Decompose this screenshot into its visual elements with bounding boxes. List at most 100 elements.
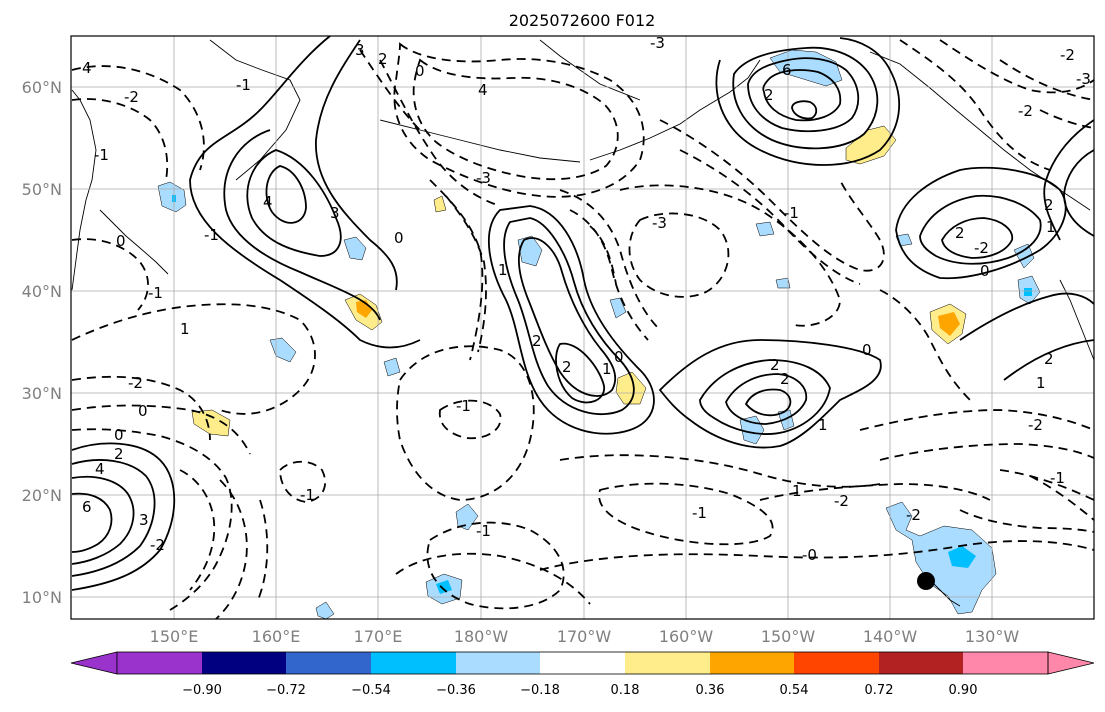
contour-line xyxy=(71,442,176,591)
anomaly-patch xyxy=(755,221,775,237)
colorbar-label: 0.90 xyxy=(949,683,978,698)
colorbar-segment xyxy=(202,652,286,674)
contour-line xyxy=(791,100,818,120)
contour-line xyxy=(589,225,617,285)
coastline-bering xyxy=(539,39,641,101)
contour-label: 2 xyxy=(770,356,780,374)
contour-label: -2 xyxy=(974,239,989,257)
contour-line xyxy=(747,57,860,133)
contour-line xyxy=(895,166,1067,280)
contour-line xyxy=(959,509,1095,533)
contour-label: -3 xyxy=(650,34,665,52)
contour-line xyxy=(445,195,487,353)
coastline-siberia xyxy=(209,39,301,181)
contour-label: -2 xyxy=(124,88,139,106)
map-background xyxy=(71,36,1094,619)
contour-line xyxy=(762,69,842,122)
colorbar-label: −0.36 xyxy=(436,683,476,698)
lat-label: 30°N xyxy=(22,384,62,403)
contour-line xyxy=(941,217,1014,259)
contour-line xyxy=(488,205,655,435)
contour-label: 2 xyxy=(378,50,388,68)
contour-line xyxy=(899,39,1051,171)
contour-line xyxy=(395,552,591,605)
coastline-hawaii xyxy=(929,579,961,607)
contour-label: -2 xyxy=(834,492,849,510)
map-frame xyxy=(70,35,1095,620)
contour-label: 2 xyxy=(114,445,124,463)
contour-label: 0 xyxy=(138,402,148,420)
contour-line xyxy=(1003,339,1095,381)
contour-line xyxy=(744,388,792,417)
contour-line xyxy=(559,189,661,331)
contour-line xyxy=(257,499,269,601)
contour-label: 4 xyxy=(263,193,273,211)
contour-line xyxy=(71,404,251,455)
positive-contours xyxy=(71,35,1095,591)
contour-line xyxy=(279,460,327,503)
contour-label: 0 xyxy=(980,262,990,280)
contour-line xyxy=(732,46,879,150)
colorbar-label: −0.54 xyxy=(351,683,391,698)
negative-contours xyxy=(71,39,1095,620)
contour-line xyxy=(725,373,808,425)
colorbar-label: 0.54 xyxy=(780,683,809,698)
contour-label: 3 xyxy=(139,511,149,529)
contour-line xyxy=(246,149,342,257)
contour-label: 4 xyxy=(82,59,92,77)
contour-line xyxy=(619,184,841,327)
lon-label: 130°W xyxy=(965,627,1020,646)
anomaly-patch xyxy=(517,235,543,267)
colorbar-segment xyxy=(625,652,710,674)
contour-line xyxy=(215,479,248,620)
contour-label: 1 xyxy=(818,416,828,434)
contour-line xyxy=(679,149,861,285)
contour-label: 0 xyxy=(862,341,872,359)
colorbar-label: −0.72 xyxy=(266,683,306,698)
contour-line xyxy=(598,482,774,546)
lat-label: 60°N xyxy=(22,78,62,97)
contour-line xyxy=(71,303,316,415)
anomaly-patch xyxy=(383,357,401,377)
contour-line xyxy=(539,540,1095,571)
contour-label: 6 xyxy=(782,61,792,79)
latitude-labels: 60°N 50°N 40°N 30°N 20°N 10°N xyxy=(22,78,62,607)
contour-label: 2 xyxy=(764,86,774,104)
contour-label: -1 xyxy=(94,146,109,164)
longitude-labels: 150°E 160°E 170°E 180°W 170°W 160°W 150°… xyxy=(150,627,1020,646)
contour-label: -1 xyxy=(1050,469,1065,487)
contour-line xyxy=(559,454,881,488)
contour-line xyxy=(71,98,169,181)
coastline-alaska-peninsula xyxy=(589,59,761,161)
anomaly-patch xyxy=(775,277,791,289)
map-panel: 3 2 0 4 -3 -2 -1 6 4 3 -3 -1 2 0 -2 -1 2… xyxy=(70,34,1095,620)
contour-line xyxy=(223,129,381,321)
contour-line xyxy=(1029,475,1095,521)
contour-label: 4 xyxy=(95,460,105,478)
contour-line xyxy=(71,375,211,441)
contour-label: -1 xyxy=(236,76,251,94)
anomaly-patch xyxy=(191,409,231,437)
contour-label: -1 xyxy=(148,284,163,302)
lon-label: 160°W xyxy=(659,627,714,646)
contour-line xyxy=(396,345,535,501)
coastline-kamchatka xyxy=(71,89,97,291)
contour-label: 0 xyxy=(114,426,124,444)
contour-line xyxy=(379,59,501,207)
contour-label: 0 xyxy=(614,348,624,366)
contour-line xyxy=(71,459,156,577)
contour-label: -1 xyxy=(692,504,707,522)
anomaly-patch xyxy=(1024,288,1032,296)
colorbar-segment xyxy=(117,652,202,674)
contour-line xyxy=(699,359,831,435)
contour-line xyxy=(393,42,645,198)
anomaly-patch xyxy=(1013,243,1035,269)
contour-line xyxy=(555,342,605,404)
location-marker xyxy=(917,572,935,590)
colorbar-label: 0.18 xyxy=(611,683,640,698)
contour-line xyxy=(919,194,1042,265)
contour-label: 0 xyxy=(394,229,404,247)
contour-line xyxy=(628,212,730,298)
colorbar-segment xyxy=(963,652,1048,674)
